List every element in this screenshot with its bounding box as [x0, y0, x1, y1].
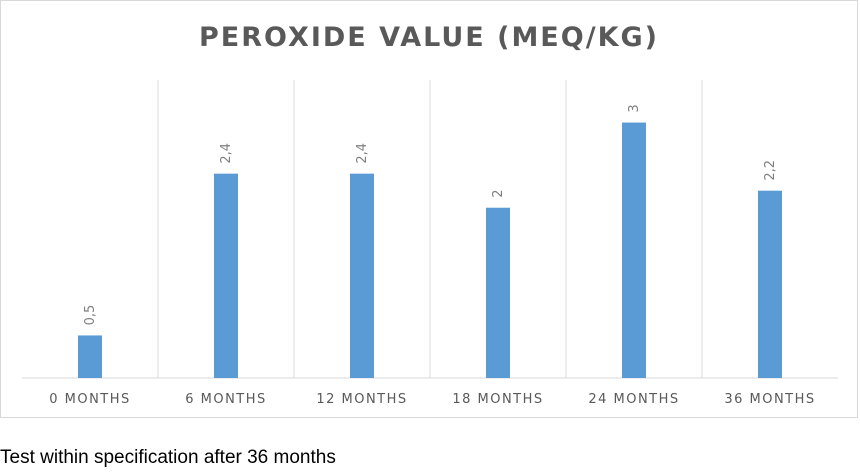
- x-tick-label: 18 MONTHS: [452, 392, 543, 407]
- x-tick-label: 0 MONTHS: [49, 392, 131, 407]
- chart-area: [0, 0, 858, 418]
- bar: [78, 335, 102, 378]
- bar: [350, 173, 374, 378]
- bar: [622, 122, 646, 378]
- x-tick-label: 24 MONTHS: [588, 392, 679, 407]
- data-label: 2: [491, 189, 506, 197]
- bar: [486, 207, 510, 378]
- data-label: 2,2: [763, 160, 778, 181]
- data-label: 2,4: [219, 143, 234, 164]
- chart-title: PEROXIDE VALUE (MEQ/KG): [199, 22, 659, 53]
- bar: [214, 173, 238, 378]
- x-tick-label: 12 MONTHS: [316, 392, 407, 407]
- x-tick-label: 6 MONTHS: [185, 392, 267, 407]
- data-label: 2,4: [355, 143, 370, 164]
- caption-text: Test within specification after 36 month…: [0, 447, 336, 468]
- x-tick-label: 36 MONTHS: [724, 392, 815, 407]
- data-label: 0,5: [83, 305, 98, 326]
- bar-chart: 0,5 0 MONTHS 2,4 6 MONTHS 2,4 12 MONTHS 2 18 MO…: [22, 80, 838, 407]
- bar: [758, 190, 782, 378]
- data-label: 3: [627, 104, 642, 112]
